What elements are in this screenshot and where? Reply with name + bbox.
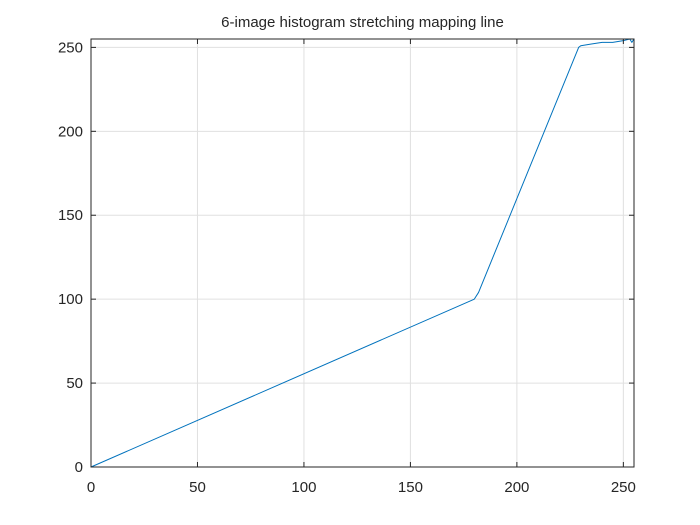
x-tick-label: 200 — [504, 479, 529, 496]
x-tick-label: 100 — [291, 479, 316, 496]
x-tick-label: 150 — [398, 479, 423, 496]
y-tick-label: 150 — [58, 207, 83, 224]
ticks — [90, 39, 634, 468]
y-tick-label: 0 — [75, 459, 83, 476]
y-tick-label: 100 — [58, 291, 83, 308]
axes-box — [90, 38, 635, 468]
y-tick-label: 200 — [58, 123, 83, 140]
series-group — [90, 38, 635, 468]
grid — [90, 39, 634, 468]
x-tick-label: 250 — [611, 479, 636, 496]
tick-labels: 0 50 100 150 200 250 0 50 100 150 200 250 — [58, 39, 636, 496]
x-tick-label: 0 — [87, 479, 95, 496]
y-tick-label: 50 — [66, 375, 83, 392]
y-tick-label: 250 — [58, 39, 83, 56]
chart-title: 6-image histogram stretching mapping lin… — [221, 14, 504, 31]
x-tick-label: 50 — [189, 479, 206, 496]
mapping-line — [90, 38, 635, 468]
